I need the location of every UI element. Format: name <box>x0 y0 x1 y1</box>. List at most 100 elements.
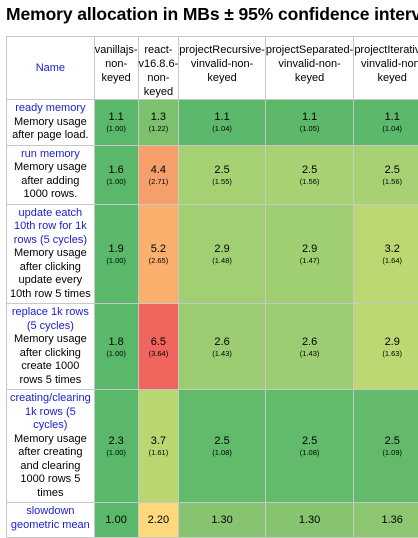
row-name-link[interactable]: update eatch 10th row for 1k rows (5 cyc… <box>10 207 91 248</box>
geometric-mean-cell: 2.20 <box>138 503 179 538</box>
cell-value: 1.30 <box>266 513 353 527</box>
geometric-mean-cell: 1.00 <box>94 503 138 538</box>
value-cell: 1.1(1.05) <box>265 100 353 146</box>
column-header-project-iterative: projectIterative-vinvalid-non-keyed <box>354 37 418 100</box>
row-description: Memory usage after creating and clearing… <box>10 433 91 501</box>
cell-value: 1.1 <box>354 110 418 124</box>
cell-factor: (1.05) <box>266 124 353 134</box>
cell-value: 1.1 <box>179 110 265 124</box>
cell-value: 1.36 <box>354 513 418 527</box>
cell-value: 6.5 <box>139 335 179 349</box>
value-cell: 1.8(1.00) <box>94 304 138 390</box>
table-row: run memory Memory usage after adding 100… <box>7 145 418 204</box>
cell-value: 1.6 <box>95 163 138 177</box>
value-cell: 2.9(1.47) <box>265 204 353 304</box>
row-header: run memory Memory usage after adding 100… <box>7 145 95 204</box>
value-cell: 6.5(3.64) <box>138 304 179 390</box>
cell-value: 2.9 <box>266 242 353 256</box>
value-cell: 1.1(1.04) <box>179 100 266 146</box>
cell-value: 3.7 <box>139 434 179 448</box>
cell-value: 1.1 <box>95 110 138 124</box>
cell-value: 5.2 <box>139 242 179 256</box>
row-header: update eatch 10th row for 1k rows (5 cyc… <box>7 204 95 304</box>
cell-value: 2.5 <box>266 163 353 177</box>
cell-factor: (1.47) <box>266 256 353 266</box>
cell-value: 2.6 <box>179 335 265 349</box>
cell-value: 2.5 <box>266 434 353 448</box>
value-cell: 3.2(1.64) <box>354 204 418 304</box>
row-header: ready memory Memory usage after page loa… <box>7 100 95 146</box>
header-row: Name vanillajs-non-keyed react-v16.8.6-n… <box>7 37 418 100</box>
cell-value: 1.30 <box>179 513 265 527</box>
name-column-header[interactable]: Name <box>7 37 95 100</box>
cell-value: 2.5 <box>179 434 265 448</box>
cell-value: 1.8 <box>95 335 138 349</box>
row-name-link[interactable]: creating/clearing 1k rows (5 cycles) <box>10 392 91 433</box>
cell-value: 4.4 <box>139 163 179 177</box>
row-name-link[interactable]: replace 1k rows (5 cycles) <box>10 306 91 333</box>
cell-value: 2.5 <box>354 163 418 177</box>
cell-value: 1.3 <box>139 110 179 124</box>
page-title: Memory allocation in MBs ± 95% confidenc… <box>6 4 418 25</box>
cell-value: 2.3 <box>95 434 138 448</box>
row-name-link[interactable]: run memory <box>10 148 91 162</box>
cell-value: 2.6 <box>266 335 353 349</box>
cell-value: 2.5 <box>354 434 418 448</box>
value-cell: 2.6(1.43) <box>265 304 353 390</box>
cell-factor: (1.00) <box>95 124 138 134</box>
cell-factor: (1.04) <box>354 124 418 134</box>
value-cell: 2.3(1.00) <box>94 390 138 503</box>
cell-factor: (1.63) <box>354 349 418 359</box>
value-cell: 5.2(2.65) <box>138 204 179 304</box>
column-header-vanillajs: vanillajs-non-keyed <box>94 37 138 100</box>
cell-factor: (1.04) <box>179 124 265 134</box>
value-cell: 2.5(1.56) <box>265 145 353 204</box>
geometric-mean-row: slowdown geometric mean 1.00 2.20 1.30 1… <box>7 503 418 538</box>
cell-value: 3.2 <box>354 242 418 256</box>
cell-factor: (2.65) <box>139 256 179 266</box>
table-row: replace 1k rows (5 cycles) Memory usage … <box>7 304 418 390</box>
value-cell: 2.6(1.43) <box>179 304 266 390</box>
cell-value: 2.9 <box>354 335 418 349</box>
row-header: slowdown geometric mean <box>7 503 95 538</box>
value-cell: 1.6(1.00) <box>94 145 138 204</box>
cell-value: 2.5 <box>179 163 265 177</box>
cell-factor: (1.48) <box>179 256 265 266</box>
value-cell: 3.7(1.61) <box>138 390 179 503</box>
value-cell: 1.3(1.22) <box>138 100 179 146</box>
row-description: Memory usage after page load. <box>10 116 91 143</box>
value-cell: 2.5(1.08) <box>179 390 266 503</box>
row-description: Memory usage after clicking update every… <box>10 247 91 301</box>
value-cell: 1.1(1.00) <box>94 100 138 146</box>
cell-factor: (1.64) <box>354 256 418 266</box>
cell-value: 2.9 <box>179 242 265 256</box>
value-cell: 4.4(2.71) <box>138 145 179 204</box>
table-row: ready memory Memory usage after page loa… <box>7 100 418 146</box>
row-header: replace 1k rows (5 cycles) Memory usage … <box>7 304 95 390</box>
geometric-mean-label[interactable]: slowdown geometric mean <box>10 505 91 532</box>
table-row: creating/clearing 1k rows (5 cycles) Mem… <box>7 390 418 503</box>
cell-value: 1.00 <box>95 513 138 527</box>
cell-value: 2.20 <box>139 513 179 527</box>
table-row: update eatch 10th row for 1k rows (5 cyc… <box>7 204 418 304</box>
cell-value: 1.9 <box>95 242 138 256</box>
value-cell: 2.5(1.56) <box>354 145 418 204</box>
column-header-project-separated: projectSeparated-vinvalid-non-keyed <box>265 37 353 100</box>
cell-factor: (1.56) <box>354 177 418 187</box>
cell-factor: (1.00) <box>95 256 138 266</box>
cell-factor: (1.00) <box>95 349 138 359</box>
cell-factor: (1.55) <box>179 177 265 187</box>
value-cell: 2.5(1.55) <box>179 145 266 204</box>
value-cell: 2.9(1.63) <box>354 304 418 390</box>
value-cell: 1.9(1.00) <box>94 204 138 304</box>
value-cell: 2.5(1.08) <box>265 390 353 503</box>
row-name-link[interactable]: ready memory <box>10 102 91 116</box>
cell-value: 1.1 <box>266 110 353 124</box>
cell-factor: (1.00) <box>95 177 138 187</box>
value-cell: 1.1(1.04) <box>354 100 418 146</box>
value-cell: 2.9(1.48) <box>179 204 266 304</box>
column-header-project-recursive: projectRecursive-vinvalid-non-keyed <box>179 37 266 100</box>
cell-factor: (3.64) <box>139 349 179 359</box>
row-description: Memory usage after adding 1000 rows. <box>10 161 91 202</box>
cell-factor: (1.43) <box>266 349 353 359</box>
